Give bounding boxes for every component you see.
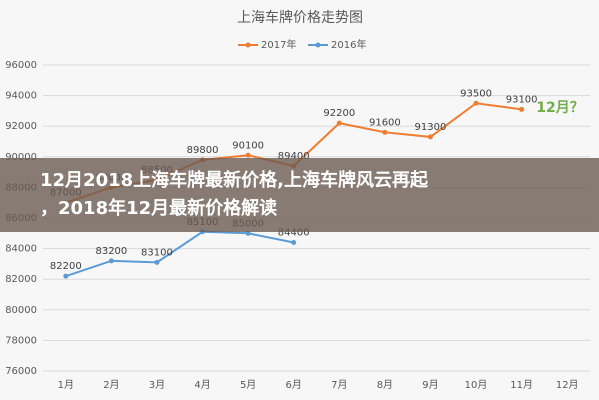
x-tick-label: 6月 — [286, 379, 302, 391]
data-label: 89800 — [187, 145, 219, 156]
y-tick-label: 82000 — [5, 274, 37, 285]
data-label: 91600 — [369, 117, 401, 128]
point — [108, 258, 114, 264]
point — [382, 129, 388, 135]
x-tick-label: 3月 — [149, 379, 165, 391]
point — [245, 230, 251, 236]
data-label: 91300 — [415, 122, 447, 133]
legend-label: 2016年 — [331, 38, 366, 51]
annotation: 12月？ — [536, 100, 583, 116]
point — [427, 134, 433, 140]
x-tick-label: 11月 — [510, 379, 533, 391]
y-tick-label: 96000 — [5, 60, 37, 71]
data-label: 83200 — [95, 246, 127, 257]
x-tick-label: 7月 — [331, 379, 347, 391]
banner-line: 12月2018上海车牌最新价格,上海车牌风云再起 — [40, 170, 428, 191]
y-tick-label: 78000 — [5, 335, 37, 346]
data-label: 83100 — [141, 247, 173, 258]
point — [245, 152, 251, 158]
y-tick-label: 80000 — [5, 305, 37, 316]
data-label: 82200 — [50, 261, 82, 272]
data-label: 93500 — [460, 88, 492, 99]
banner: 12月2018上海车牌最新价格,上海车牌风云再起 ，2018年12月最新价格解读 — [0, 158, 599, 232]
x-tick-label: 4月 — [194, 379, 210, 391]
x-tick-label: 12月 — [556, 379, 579, 391]
data-label: 90100 — [232, 140, 264, 151]
legend-label: 2017年 — [261, 38, 296, 51]
point — [291, 239, 297, 245]
chart-title: 上海车牌价格走势图 — [237, 9, 363, 26]
y-tick-label: 76000 — [5, 366, 37, 377]
data-label: 84400 — [278, 227, 310, 238]
point — [473, 100, 479, 106]
legend-marker — [315, 42, 321, 48]
y-tick-label: 92000 — [5, 121, 37, 132]
series-line — [65, 230, 294, 278]
legend-marker — [245, 42, 251, 48]
y-tick-label: 84000 — [5, 244, 37, 255]
point — [154, 259, 160, 265]
point — [336, 120, 342, 126]
x-tick-label: 8月 — [377, 379, 393, 391]
data-label: 89400 — [278, 151, 310, 162]
banner-line: ，2018年12月最新价格解读 — [40, 198, 278, 219]
data-label: 92200 — [323, 108, 355, 119]
x-tick-label: 5月 — [240, 379, 256, 391]
x-tick-label: 9月 — [422, 379, 438, 391]
x-tick-label: 1月 — [58, 379, 74, 391]
x-tick-label: 10月 — [465, 379, 488, 391]
x-tick-label: 2月 — [103, 379, 119, 391]
data-label: 93100 — [506, 94, 538, 105]
y-tick-label: 94000 — [5, 91, 37, 102]
y-tick-label: 90000 — [5, 152, 37, 163]
point — [519, 106, 525, 112]
point — [63, 273, 69, 279]
